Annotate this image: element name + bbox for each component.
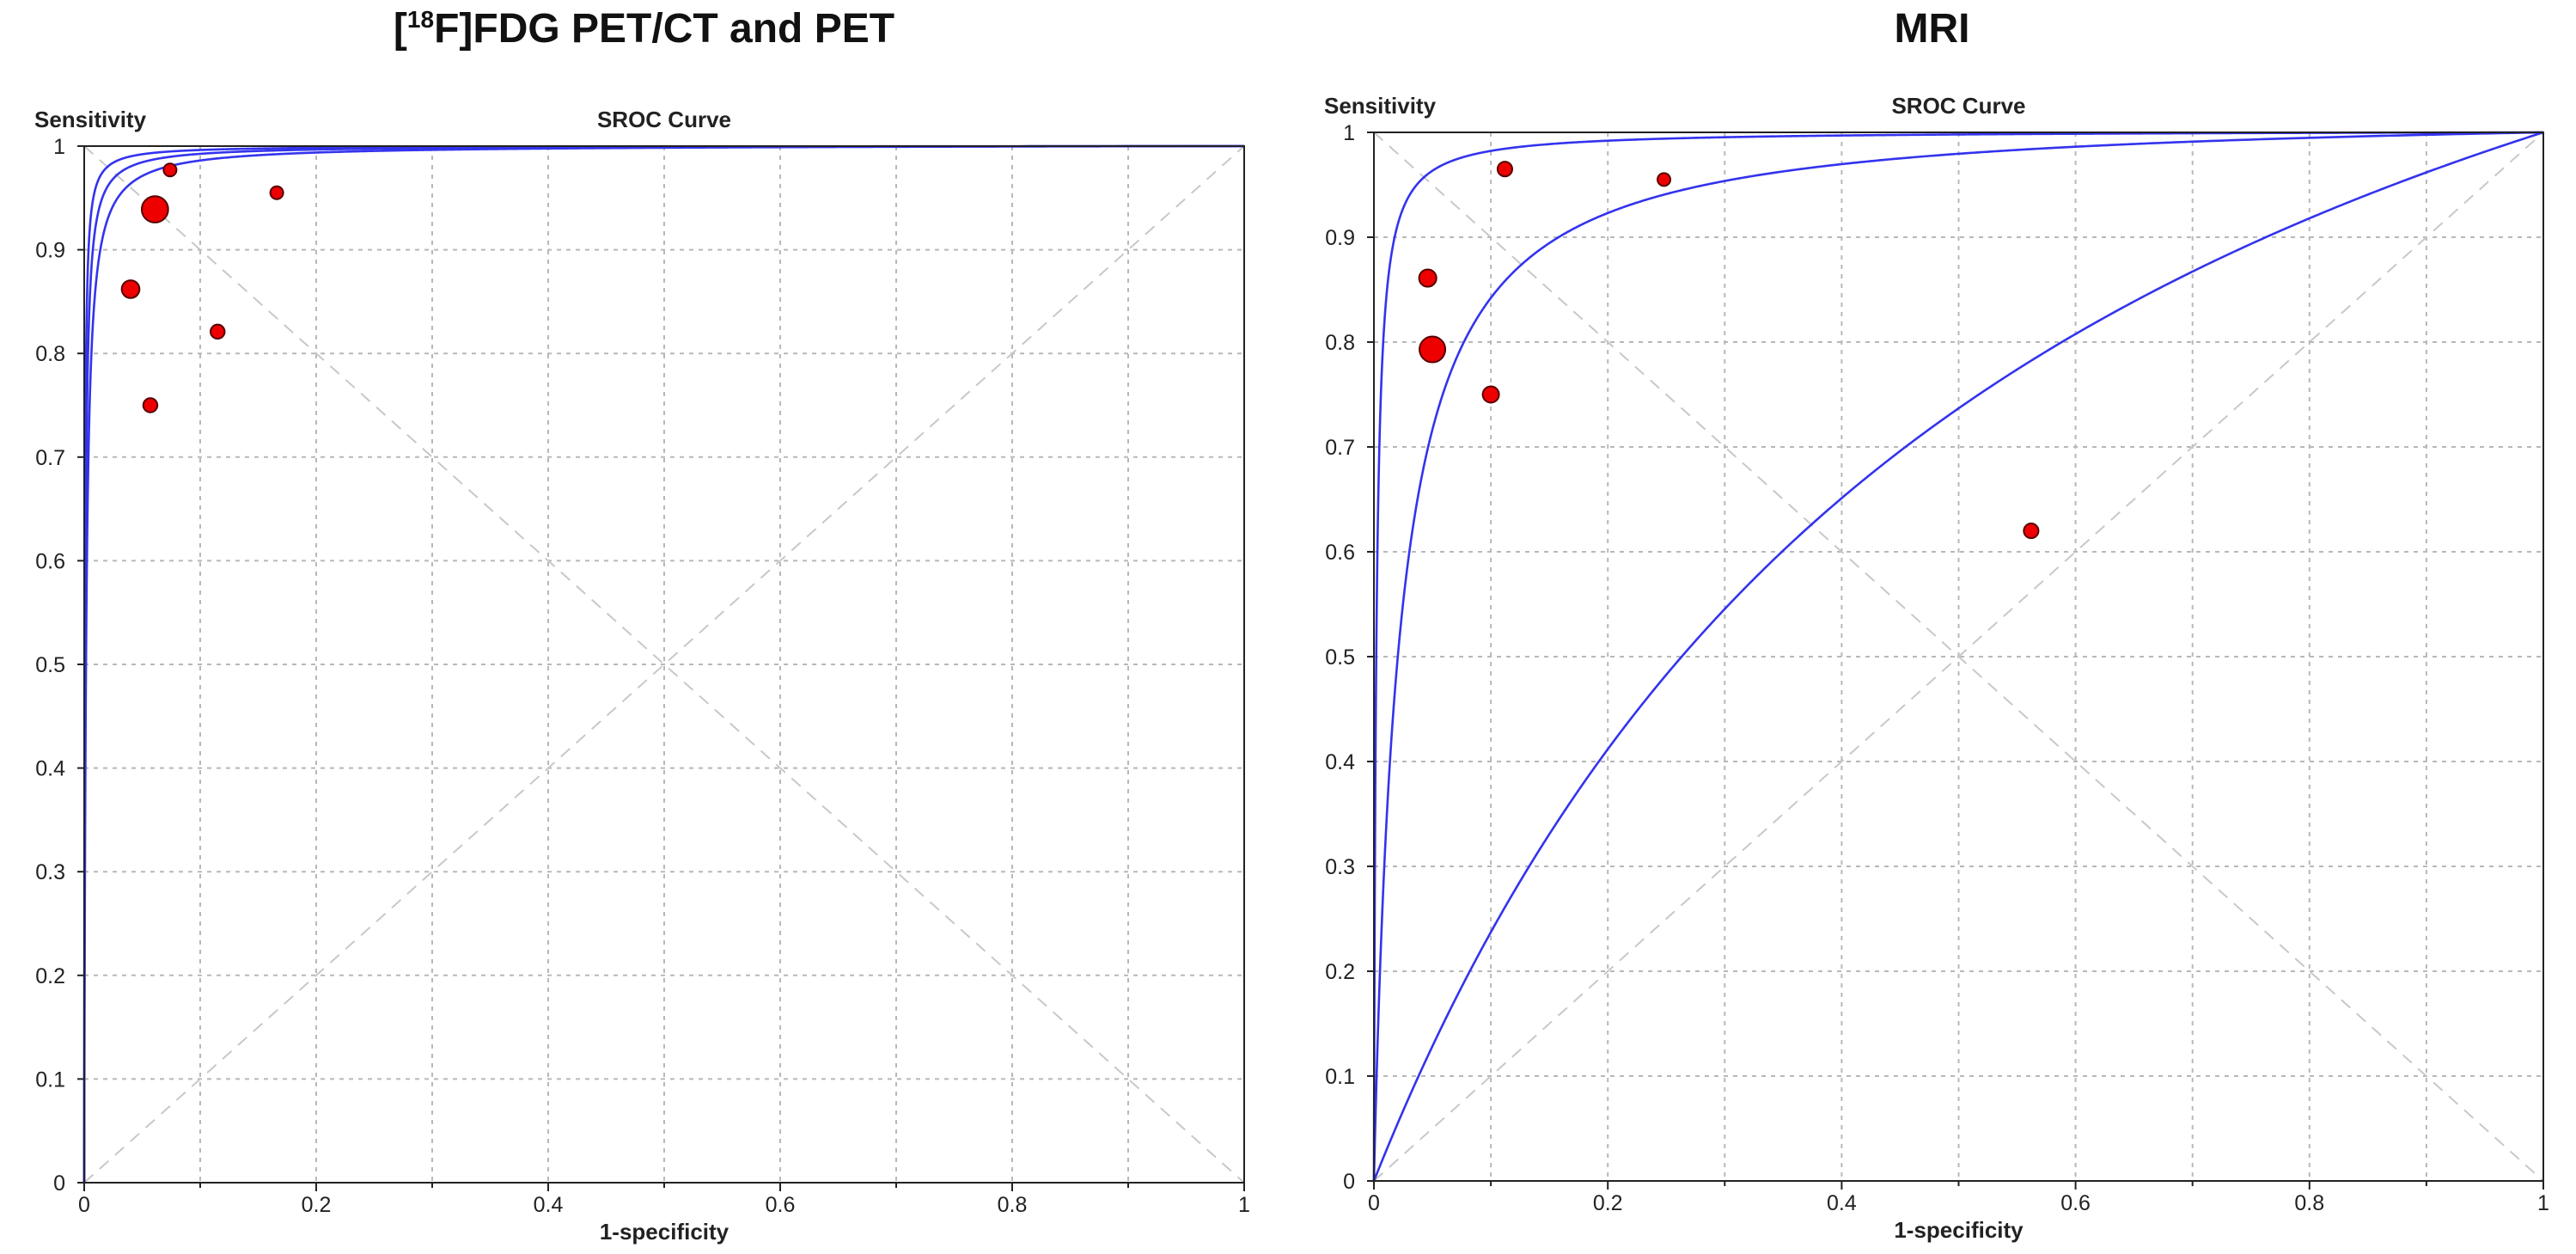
study-point [140, 195, 169, 223]
x-tick-label: 0.6 [2060, 1191, 2091, 1215]
y-tick-label: 0.7 [35, 446, 65, 470]
study-point [1496, 161, 1513, 178]
x-axis-label: 1-specificity [600, 1219, 729, 1245]
y-tick-label: 0.9 [1325, 226, 1355, 250]
study-point [269, 185, 284, 200]
study-point [142, 397, 159, 413]
sroc-chart-fdg-pet: 0 0.1 0.2 0.3 0.4 0.5 0.6 0.7 0.8 0.9 1 0 0.2 0.4 0.6 0… [34, 107, 1250, 1245]
y-tick-label: 0.3 [35, 860, 65, 884]
y-tick-label: 0 [53, 1171, 65, 1196]
y-tick-label: 0.3 [1325, 855, 1355, 879]
x-tick-label: 1 [1238, 1193, 1250, 1217]
x-axis-label: 1-specificity [1894, 1217, 2024, 1243]
y-tick-label: 0.2 [1325, 960, 1355, 984]
study-point [210, 323, 226, 340]
x-tick-label: 0.4 [1827, 1191, 1857, 1215]
fdg-pet-panel: [18F]FDG PET/CT and PET 0 0.1 0.2 0.3 0.4 0.5… [34, 6, 1250, 1245]
panel-title: [18F]FDG PET/CT and PET [393, 6, 895, 52]
sroc-curve-line [1372, 131, 2544, 1181]
y-tick-label: 0.5 [1325, 645, 1355, 670]
y-tick-label: 0.9 [35, 239, 65, 263]
study-point [1418, 268, 1438, 288]
y-tick-label: 0.4 [35, 757, 65, 781]
study-point [2023, 523, 2040, 540]
chart-title: SROC Curve [1891, 93, 2025, 119]
y-tick-label: 0.2 [35, 964, 65, 988]
x-tick-label: 1 [2537, 1191, 2549, 1215]
study-point [120, 279, 141, 299]
mri-panel: MRI 0 0.1 0.2 0.3 0.4 0.5 0.6 0.7 0.8 0.9 1 0 0.2 0.4… [1288, 0, 2576, 1254]
x-tick-label: 0.6 [766, 1193, 796, 1217]
y-tick-label: 0.4 [1325, 750, 1355, 774]
x-tick-label: 0 [78, 1193, 90, 1217]
x-tick-label: 0.2 [1593, 1191, 1623, 1215]
y-tick-label: 0.5 [35, 653, 65, 677]
sroc-curve-line [82, 144, 1245, 1183]
panel-title: MRI [1894, 6, 1970, 52]
y-tick-label: 1 [53, 135, 65, 159]
y-axis-label: Sensitivity [34, 107, 147, 132]
y-tick-label: 0.8 [1325, 331, 1355, 355]
chart-title: SROC Curve [597, 107, 731, 132]
x-tick-label: 0.2 [302, 1193, 332, 1217]
y-axis-label: Sensitivity [1324, 93, 1437, 119]
chance-diagonal [83, 145, 1245, 1184]
y-tick-label: 0 [1343, 1170, 1355, 1194]
y-tick-label: 0.7 [1325, 436, 1355, 460]
sroc-curve-line [1372, 131, 2544, 1182]
study-point [162, 162, 178, 178]
x-tick-label: 0.4 [534, 1193, 564, 1217]
y-tick-label: 0.6 [1325, 541, 1355, 565]
y-tick-label: 1 [1343, 121, 1355, 145]
study-point [1419, 335, 1447, 364]
sroc-chart-mri: 0 0.1 0.2 0.3 0.4 0.5 0.6 0.7 0.8 0.9 1 0 0.2 0.4 0.6 0… [1324, 93, 2549, 1243]
x-tick-label: 0 [1368, 1191, 1380, 1215]
study-point [1657, 172, 1672, 187]
y-tick-label: 0.8 [35, 342, 65, 366]
sroc-curve-line [1372, 131, 2544, 1183]
anti-diagonal [83, 145, 1245, 1184]
y-tick-label: 0.6 [35, 549, 65, 573]
y-tick-label: 0.1 [35, 1067, 65, 1092]
x-tick-label: 0.8 [2294, 1191, 2324, 1215]
study-point [1481, 385, 1500, 404]
x-tick-label: 0.8 [998, 1193, 1028, 1217]
y-tick-label: 0.1 [1325, 1065, 1355, 1089]
anti-diagonal [1373, 132, 2544, 1182]
